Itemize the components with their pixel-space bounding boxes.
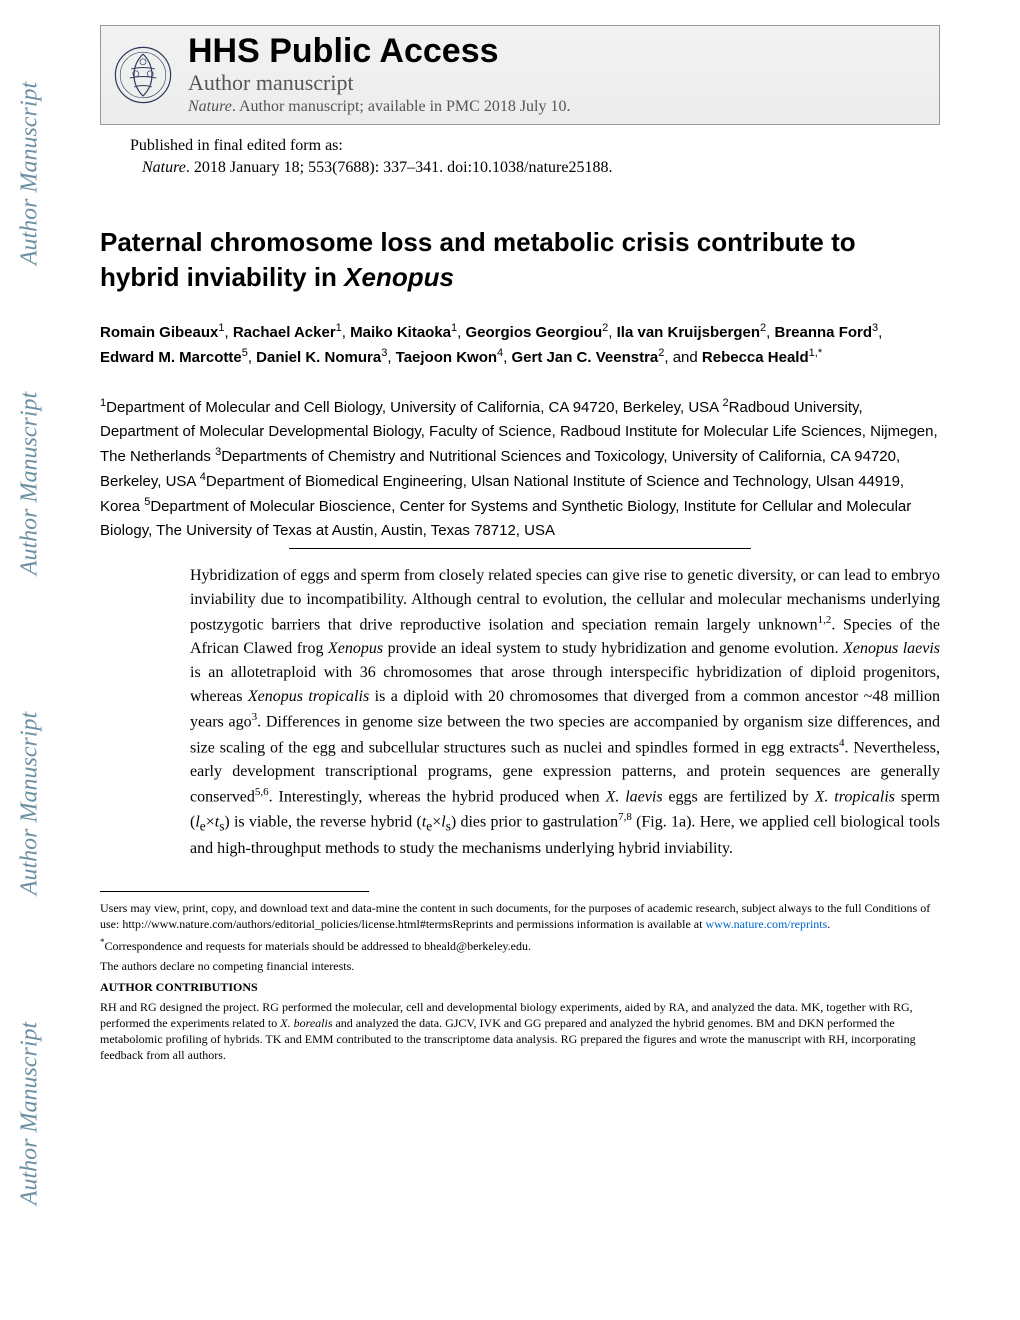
main-content: HHS Public Access Author manuscript Natu… — [60, 0, 1020, 1320]
footnote-users: Users may view, print, copy, and downloa… — [100, 900, 940, 932]
watermark-2: Author Manuscript — [17, 354, 44, 614]
author-contributions-text: RH and RG designed the project. RG perfo… — [100, 999, 940, 1064]
watermark-4: Author Manuscript — [17, 984, 44, 1244]
published-citation: Nature. 2018 January 18; 553(7688): 337–… — [142, 157, 940, 179]
watermark-3: Author Manuscript — [17, 674, 44, 934]
abstract-text: Hybridization of eggs and sperm from clo… — [190, 564, 940, 861]
affiliations-block: 1Department of Molecular and Cell Biolog… — [100, 395, 940, 543]
published-info: Published in final edited form as: Natur… — [130, 135, 940, 180]
watermark-1: Author Manuscript — [17, 44, 44, 304]
footnote-correspondence: *Correspondence and requests for materia… — [100, 936, 940, 954]
abstract-divider — [289, 548, 751, 549]
published-label: Published in final edited form as: — [130, 135, 940, 157]
hhs-header-box: HHS Public Access Author manuscript Natu… — [100, 25, 940, 125]
footnote-competing: The authors declare no competing financi… — [100, 958, 940, 974]
reprints-link[interactable]: www.nature.com/reprints — [705, 917, 827, 931]
journal-availability-line: Nature. Author manuscript; available in … — [188, 98, 927, 116]
footnote-divider — [100, 891, 369, 892]
watermark-sidebar: Author Manuscript Author Manuscript Auth… — [0, 0, 60, 1320]
author-contributions-heading: AUTHOR CONTRIBUTIONS — [100, 979, 940, 995]
article-title: Paternal chromosome loss and metabolic c… — [100, 225, 940, 295]
authors-list: Romain Gibeaux1, Rachael Acker1, Maiko K… — [100, 320, 940, 370]
hhs-logo-icon — [113, 45, 173, 105]
author-manuscript-subtitle: Author manuscript — [188, 70, 927, 96]
footnotes: Users may view, print, copy, and downloa… — [100, 900, 940, 1064]
hhs-title: HHS Public Access — [188, 34, 927, 68]
